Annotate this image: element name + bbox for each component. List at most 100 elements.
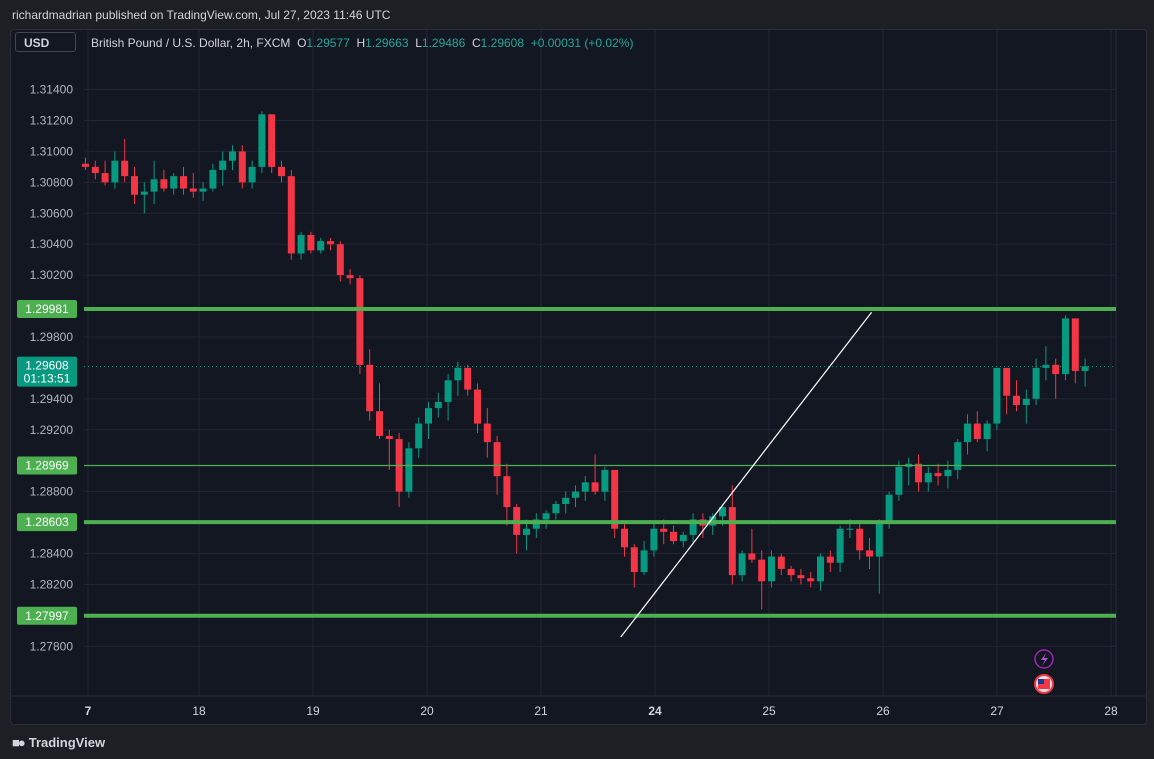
candle-body: [689, 519, 697, 535]
y-tick-label: 1.31200: [30, 113, 74, 127]
candle-body: [650, 528, 658, 551]
candle-body: [591, 482, 599, 492]
currency-button[interactable]: USD: [15, 32, 76, 52]
last-price-badge: [17, 356, 77, 387]
candle-body: [464, 367, 472, 390]
candle-body: [581, 482, 589, 492]
level-price-badge: [17, 299, 77, 318]
candle-body: [993, 367, 1001, 424]
y-tick-label: 1.30400: [30, 237, 74, 251]
candle-body: [542, 513, 550, 520]
close-label: C: [471, 36, 481, 50]
candle-body: [101, 173, 109, 183]
y-tick-label: 1.30800: [30, 175, 74, 189]
candle-body: [121, 160, 129, 177]
candle-body: [111, 160, 119, 183]
tradingview-logo-icon: ■●: [12, 735, 26, 750]
high-label: H: [356, 36, 366, 50]
y-tick-label: 1.28400: [30, 546, 74, 560]
y-tick-label: 1.30600: [30, 206, 74, 220]
candle-body: [640, 550, 648, 573]
candle-body: [297, 234, 305, 254]
candle-body: [846, 528, 854, 530]
lightning-glyph-icon: [1041, 653, 1048, 666]
candle-body: [758, 559, 766, 582]
candle-body: [768, 556, 775, 582]
candle-body: [474, 389, 481, 424]
candle-body: [1052, 364, 1060, 375]
level-price-badge: [17, 606, 77, 625]
candle-body: [817, 556, 824, 582]
candle-body: [209, 169, 217, 189]
x-tick-label: 21: [534, 704, 548, 718]
symbol-name: British Pound / U.S. Dollar, 2h, FXCM: [91, 36, 291, 50]
y-tick-label: 1.31000: [30, 144, 74, 158]
candle-body: [189, 188, 197, 192]
candle-body: [924, 473, 932, 483]
candle-body: [454, 367, 462, 381]
chart-panel: 1.31400 1.31200 1.31000 1.30800 1.30600 1.304…: [10, 29, 1147, 725]
last-price-label: 1.29608: [25, 359, 69, 373]
candle-body: [287, 176, 295, 254]
x-tick-label: 19: [306, 704, 320, 718]
level-price-label: 1.29981: [25, 302, 69, 316]
x-tick-label: 26: [876, 704, 890, 718]
candle-body: [562, 497, 570, 504]
low-value: 1.29486: [421, 36, 466, 50]
candle-body: [444, 380, 452, 402]
candle-body: [376, 411, 383, 436]
candlestick-chart[interactable]: 1.31400 1.31200 1.31000 1.30800 1.30600 1.304…: [11, 30, 1146, 724]
candle-body: [1022, 398, 1030, 406]
candle-body: [278, 166, 285, 177]
close-value: 1.29608: [480, 36, 525, 50]
candle-body: [82, 163, 89, 167]
candle-body: [248, 166, 256, 183]
y-tick-label: 1.29200: [30, 423, 74, 437]
publisher-line: richardmadrian published on TradingView.…: [12, 8, 391, 22]
candle-body: [1013, 395, 1020, 406]
candle-body: [434, 401, 442, 409]
candle-body: [748, 553, 756, 560]
candle-body: [346, 275, 354, 279]
candle-body: [1071, 318, 1079, 371]
candle-body: [885, 494, 893, 523]
candle-body: [866, 550, 873, 557]
candle-body: [601, 469, 609, 492]
candle-body: [944, 469, 952, 477]
candle-body: [964, 423, 971, 443]
candle-body: [160, 179, 168, 189]
x-tick-label: 18: [192, 704, 206, 718]
candle-body: [660, 528, 668, 532]
low-label: L: [415, 36, 422, 50]
candle-body: [493, 442, 501, 477]
y-tick-label: 1.27800: [30, 639, 74, 653]
candle-body: [532, 519, 540, 529]
candle-body: [229, 151, 236, 161]
candle-body: [787, 568, 795, 576]
candle-body: [523, 528, 530, 535]
candle-body: [425, 408, 432, 424]
candle-body: [728, 507, 736, 576]
y-tick-label: 1.29400: [30, 392, 74, 406]
candle-body: [150, 179, 158, 192]
candle-body: [238, 151, 246, 183]
candle-body: [385, 435, 393, 440]
candle-body: [826, 556, 834, 563]
level-price-badge: [17, 456, 77, 475]
candle-body: [679, 534, 687, 542]
candle-body: [611, 469, 619, 529]
level-price-badge: [17, 513, 77, 532]
x-tick-label: 7: [85, 704, 92, 718]
level-price-label: 1.28969: [25, 458, 69, 472]
candle-body: [1003, 367, 1011, 396]
footer-brand[interactable]: ■● TradingView: [12, 735, 105, 750]
trendline: [620, 311, 873, 638]
candle-body: [572, 491, 579, 498]
candle-body: [356, 278, 364, 365]
y-tick-label: 1.30200: [30, 268, 74, 282]
candle-body: [915, 463, 922, 483]
candle-body: [719, 507, 726, 517]
candle-body: [258, 114, 266, 167]
footer-brand-label: TradingView: [28, 735, 106, 750]
x-tick-label: 28: [1104, 704, 1118, 718]
